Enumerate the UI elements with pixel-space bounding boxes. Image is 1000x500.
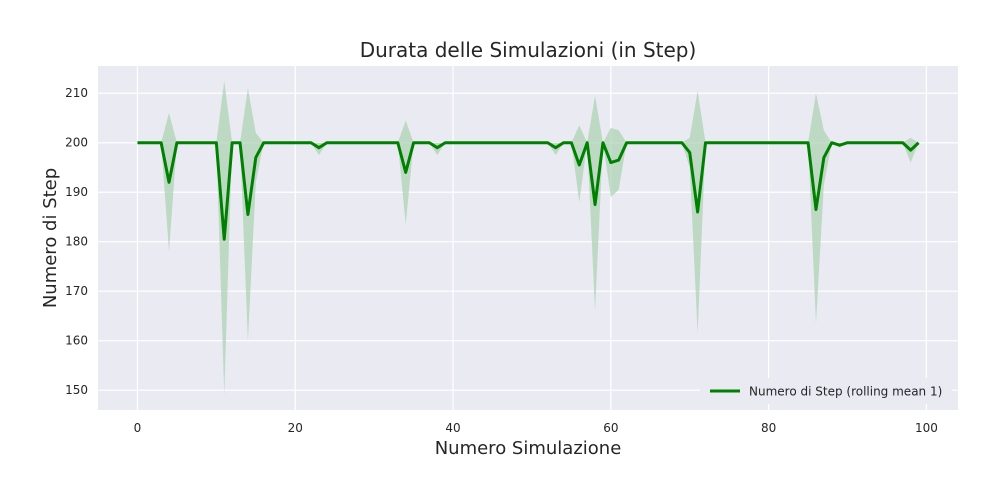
x-axis-label: Numero Simulazione	[435, 438, 622, 459]
y-tick-label: 210	[65, 86, 88, 100]
x-tick-label: 20	[288, 421, 303, 435]
y-tick-label: 160	[65, 334, 88, 348]
y-tick-label: 170	[65, 284, 88, 298]
x-tick-label: 0	[134, 421, 142, 435]
legend: Numero di Step (rolling mean 1)	[700, 378, 952, 404]
y-tick-label: 200	[65, 136, 88, 150]
series-line	[137, 141, 920, 241]
x-tick-label: 60	[603, 421, 618, 435]
tick-labels: 0 20 40 60 80 100 150 160 170 180 190 200 210	[65, 86, 938, 435]
legend-label: Numero di Step (rolling mean 1)	[749, 385, 942, 399]
y-tick-label: 150	[65, 383, 88, 397]
y-tick-label: 190	[65, 185, 88, 199]
x-tick-label: 80	[761, 421, 776, 435]
y-axis-label: Numero di Step	[40, 168, 61, 308]
x-tick-label: 40	[445, 421, 460, 435]
y-tick-label: 180	[65, 235, 88, 249]
legend-box	[700, 378, 952, 404]
x-tick-label: 100	[915, 421, 938, 435]
chart-title: Durata delle Simulazioni (in Step)	[360, 38, 697, 62]
